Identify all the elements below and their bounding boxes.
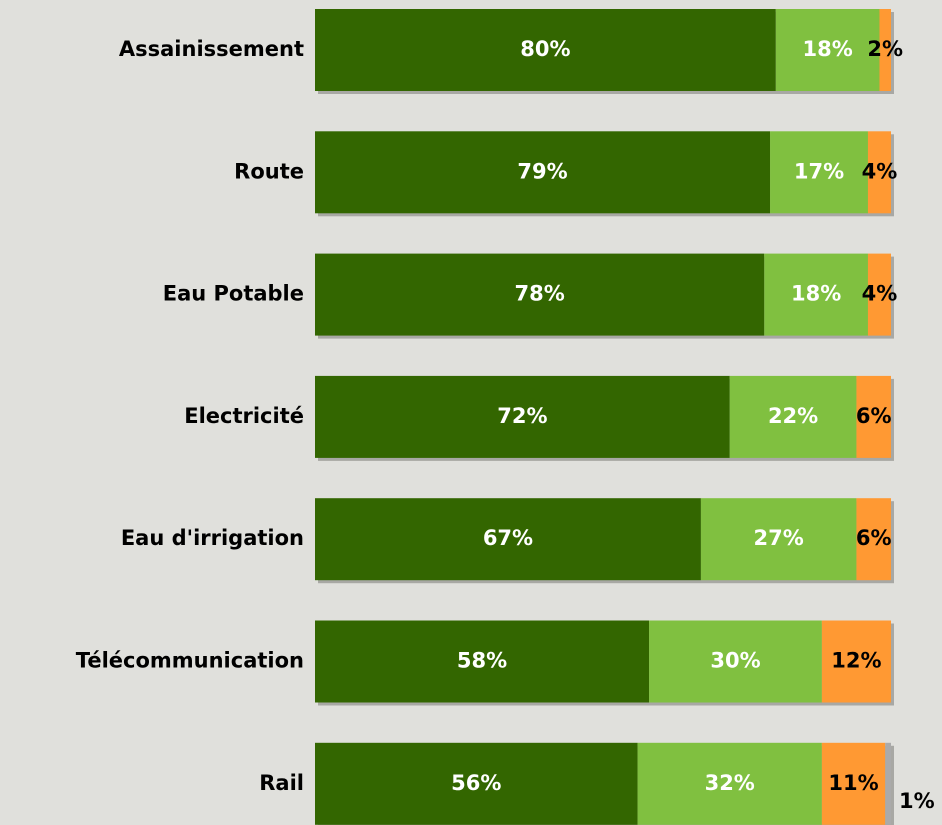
value-label: 2% <box>867 37 903 61</box>
value-label: 4% <box>862 282 898 306</box>
bar-segment <box>729 375 857 458</box>
value-label: 58% <box>457 649 507 673</box>
value-label: 18% <box>803 37 853 61</box>
bar-segment <box>315 498 701 581</box>
value-label: 6% <box>856 526 892 550</box>
value-label: 80% <box>520 37 570 61</box>
bar-segment <box>700 498 857 581</box>
value-label: 78% <box>515 282 565 306</box>
value-label: 32% <box>705 771 755 795</box>
value-label: 56% <box>451 771 501 795</box>
value-label: 79% <box>517 159 567 183</box>
bar-segment <box>821 742 886 825</box>
bar-segment <box>315 620 650 703</box>
category-label: Rail <box>259 771 304 795</box>
bar-segment <box>770 131 868 214</box>
bar-segment <box>867 253 891 336</box>
value-label: 12% <box>831 649 881 673</box>
bar-segment <box>315 742 638 825</box>
bar-segment <box>764 253 868 336</box>
bar-segment <box>856 498 891 581</box>
category-label: Eau Potable <box>163 282 304 306</box>
bar-segment <box>315 253 765 336</box>
value-label: 27% <box>754 526 804 550</box>
bar-segment <box>315 9 776 91</box>
value-label: 6% <box>856 404 892 428</box>
value-label: 22% <box>768 404 818 428</box>
bar-segment <box>649 620 822 703</box>
category-label: Eau d'irrigation <box>121 526 304 550</box>
bar-segment <box>856 375 891 458</box>
bar-segment <box>315 131 771 214</box>
value-label: 18% <box>791 282 841 306</box>
category-label: Route <box>234 159 304 183</box>
value-label: 11% <box>828 771 878 795</box>
bar-segment <box>821 620 891 703</box>
value-label: 30% <box>710 649 760 673</box>
category-label: Télécommunication <box>76 649 304 673</box>
bar-segment <box>775 9 880 91</box>
category-label: Electricité <box>184 404 304 428</box>
bar-segment <box>637 742 822 825</box>
bar-segment <box>879 9 891 91</box>
value-label: 67% <box>483 526 533 550</box>
bar-segment <box>867 131 891 214</box>
value-label: 4% <box>862 159 898 183</box>
value-label: 17% <box>794 159 844 183</box>
bar-segment <box>885 742 891 825</box>
value-label: 72% <box>497 404 547 428</box>
value-label: 1% <box>899 789 935 813</box>
bar-segment <box>315 375 730 458</box>
category-label: Assainissement <box>119 37 304 61</box>
